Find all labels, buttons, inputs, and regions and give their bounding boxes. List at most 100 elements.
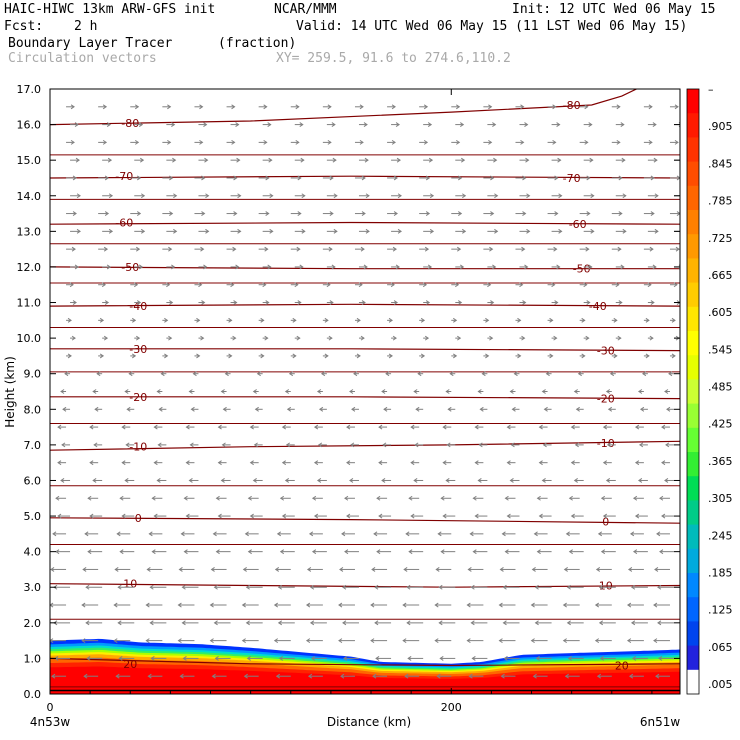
wind-vector-head [513,371,518,377]
wind-vector-head [442,513,447,519]
wind-vector-head [119,549,124,555]
wind-vector-head [86,655,91,661]
wind-vector-head [117,584,122,590]
wind-vector-head [478,442,483,448]
wind-vector-head [199,104,204,110]
colorbar-swatch [687,113,699,138]
contour-label: -30 [129,343,147,356]
wind-vector-head [81,638,86,644]
wind-vector-head [205,193,210,199]
wind-vector-head [279,549,285,555]
wind-vector-head [316,389,322,394]
wind-vector-head [583,282,588,288]
wind-vector-head [164,317,169,323]
wind-vector-head [381,478,386,483]
wind-vector-head [471,655,476,661]
wind-vector-head [530,638,535,644]
wind-vector-head [632,495,638,501]
wind-vector-head [359,104,364,110]
wind-vector-head [558,193,563,199]
wind-vector-head [637,478,643,483]
wind-vector-head [295,104,300,110]
wind-vector-head [374,620,379,626]
wind-vector-head [209,602,214,608]
wind-vector-head [300,157,305,163]
wind-vector-head [674,139,679,145]
wind-vector-head [185,460,190,466]
wind-vector-head [153,424,158,430]
y-tick-label: 16.0 [17,119,42,132]
wind-vector-head [420,353,426,359]
colorbar-label: .245 [708,529,733,542]
wind-vector-head [121,513,126,519]
wind-vector-head [549,353,554,359]
wind-vector-head [131,317,137,323]
wind-vector-head [338,638,343,644]
xy-range: XY= 259.5, 91.6 to 274.6,110.2 [276,51,511,66]
wind-vector-head [654,228,659,234]
wind-vector-head [554,175,559,181]
wind-vector-head [306,567,312,572]
wind-vector-head [169,300,174,305]
wind-vector-head [661,424,666,430]
wind-vector-head [171,264,176,270]
wind-vector-head [598,620,604,626]
wind-vector-head [622,193,627,199]
wind-vector-head [472,549,477,555]
wind-vector-head [390,282,395,288]
colorbar-label: .425 [708,418,733,431]
wind-vector-head [242,567,247,572]
wind-vector-head [231,139,236,145]
wind-vector-head [136,211,142,216]
wind-vector-head [249,424,254,430]
contour-label: -10 [129,441,147,454]
wind-vector-head [568,549,573,555]
colorbar-swatch [687,452,699,477]
wind-vector-head [57,513,62,519]
wind-vector-head [139,157,145,163]
wind-vector-head [237,193,242,199]
wind-vector-head [346,424,351,430]
wind-vector-head [428,157,434,163]
wind-vector-head [654,193,659,199]
wind-vector-head [664,478,669,483]
wind-vector-head [331,122,336,128]
wind-vector-head [397,193,402,199]
wind-vector-head [568,495,573,501]
wind-vector-head [102,139,108,145]
wind-vector-head [563,567,568,572]
wind-vector-head [119,495,124,501]
wind-vector-head [203,122,208,128]
wind-vector-head [665,442,670,448]
wind-vector-head [573,389,578,394]
wind-vector-head [275,673,281,679]
wind-vector-head [243,673,248,679]
wind-vector-head [99,317,105,323]
wind-vector-head [586,175,591,181]
wind-vector-head [545,371,550,377]
wind-vector-head [382,442,387,448]
wind-vector-head [452,353,458,359]
wind-vector-head [446,442,451,448]
wind-vector-head [181,584,186,590]
colorbar-frame [686,88,700,695]
wind-vector-head [115,673,120,679]
wind-vector-head [173,228,178,234]
wind-vector-head [659,549,664,555]
wind-vector-head [333,193,338,199]
wind-vector-head [118,655,123,661]
y-tick-label: 10.0 [17,332,42,345]
colorbar-label: .545 [708,343,733,356]
wind-vector-head [309,584,315,590]
wind-vector-head [169,175,174,181]
x-tick-label: 0 [47,701,54,714]
wind-vector-head [284,389,290,394]
wind-vector-head [413,478,418,483]
wind-vector-head [320,371,326,377]
wind-vector-head [87,495,92,501]
wind-vector-head [536,495,541,501]
wind-vector-head [376,495,381,501]
wind-vector-head [605,478,611,483]
wind-vector-head [333,228,338,234]
